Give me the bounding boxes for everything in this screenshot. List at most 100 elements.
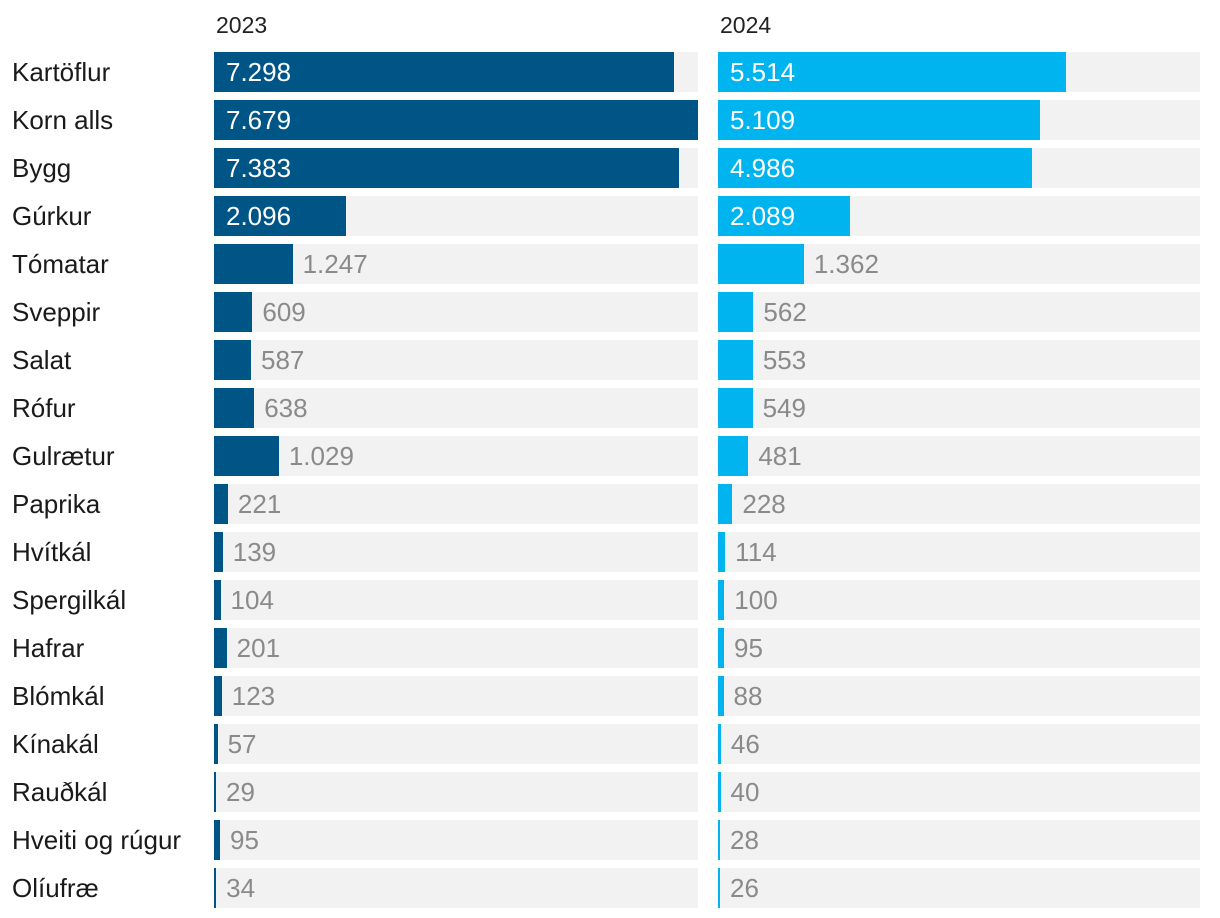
bar: [718, 484, 733, 524]
bar: [214, 628, 227, 668]
category-label: Olíufræ: [12, 873, 99, 903]
bar-track: [214, 244, 698, 284]
data-label: 201: [236, 633, 281, 663]
bar-track: [718, 292, 1200, 332]
bar: [214, 100, 698, 140]
bar-track: [214, 388, 698, 428]
bar: [214, 244, 293, 284]
bar-track: [214, 436, 698, 476]
bar-track: [214, 340, 698, 380]
category-label: Hafrar: [12, 633, 85, 663]
category-label: Rauðkál: [12, 777, 108, 807]
data-label: 221: [237, 489, 282, 519]
category-label: Bygg: [12, 153, 72, 183]
bar-track: [214, 724, 698, 764]
data-label: 114: [735, 537, 777, 567]
bar: [214, 388, 255, 428]
bar-track: [718, 484, 1200, 524]
bar-track: [214, 772, 698, 812]
bar-track: [214, 484, 698, 524]
bar: [718, 580, 725, 620]
bar-track: [214, 820, 698, 860]
category-label: Rófur: [12, 393, 76, 423]
data-label: 5.514: [730, 57, 796, 87]
bar: [718, 292, 754, 332]
bar-track: [214, 580, 698, 620]
category-label: Tómatar: [12, 249, 109, 279]
bar: [214, 676, 222, 716]
bar: [214, 724, 218, 764]
data-label: 562: [763, 297, 807, 327]
data-label: 95: [229, 825, 259, 855]
data-label: 2.096: [226, 201, 292, 231]
bar: [718, 52, 1066, 92]
bar-track: [214, 532, 698, 572]
bar-track: [214, 868, 698, 908]
data-label: 26: [730, 873, 759, 903]
data-label: 34: [226, 873, 256, 903]
data-label: 100: [734, 585, 778, 615]
data-label: 481: [758, 441, 802, 471]
category-label: Kartöflur: [12, 57, 111, 87]
category-label: Hveiti og rúgur: [12, 825, 182, 855]
bar: [718, 772, 721, 812]
bar: [718, 628, 724, 668]
bar-track: [718, 772, 1200, 812]
category-label: Korn alls: [12, 105, 114, 135]
category-label: Salat: [12, 345, 72, 375]
bar: [718, 676, 724, 716]
data-label: 46: [730, 729, 760, 759]
bar: [718, 868, 720, 908]
bar: [214, 484, 228, 524]
category-label: Hvítkál: [12, 537, 92, 567]
bar: [718, 532, 726, 572]
data-label: 587: [260, 345, 305, 375]
bar: [214, 820, 220, 860]
category-label: Blómkál: [12, 681, 105, 711]
bar: [214, 580, 221, 620]
bar-track: [718, 580, 1200, 620]
bar-track: [214, 628, 698, 668]
bar: [718, 820, 720, 860]
data-label: 2.089: [730, 201, 796, 231]
bar: [214, 436, 279, 476]
bar: [718, 340, 753, 380]
bar: [214, 292, 253, 332]
bar-track: [718, 820, 1200, 860]
bar: [214, 340, 251, 380]
series-title: 2023: [216, 12, 268, 38]
data-label: 88: [733, 681, 763, 711]
data-label: 5.109: [730, 105, 796, 135]
bar: [718, 100, 1040, 140]
data-label: 139: [232, 537, 277, 567]
bar-track: [718, 724, 1200, 764]
data-label: 228: [742, 489, 786, 519]
data-label: 609: [262, 297, 306, 327]
bar: [718, 436, 749, 476]
bar: [718, 196, 850, 236]
bar-track: [214, 676, 698, 716]
data-label: 57: [227, 729, 257, 759]
bar: [718, 148, 1033, 188]
category-label: Gúrkur: [12, 201, 92, 231]
bar: [718, 244, 804, 284]
bar: [214, 148, 680, 188]
data-label: 95: [733, 633, 763, 663]
bar: [214, 868, 217, 908]
series-title: 2024: [720, 12, 772, 38]
bar: [718, 388, 753, 428]
data-label: 553: [762, 345, 807, 375]
bar-track: [214, 292, 698, 332]
bar-track: [718, 628, 1200, 668]
data-label: 28: [730, 825, 759, 855]
bar-track: [718, 340, 1200, 380]
bar-track: [718, 388, 1200, 428]
bar-track: [718, 532, 1200, 572]
category-label: Paprika: [12, 489, 101, 519]
data-label: 7.298: [226, 57, 292, 87]
data-label: 549: [762, 393, 806, 423]
data-label: 29: [226, 777, 255, 807]
bar: [214, 196, 347, 236]
data-label: 1.029: [288, 441, 354, 471]
